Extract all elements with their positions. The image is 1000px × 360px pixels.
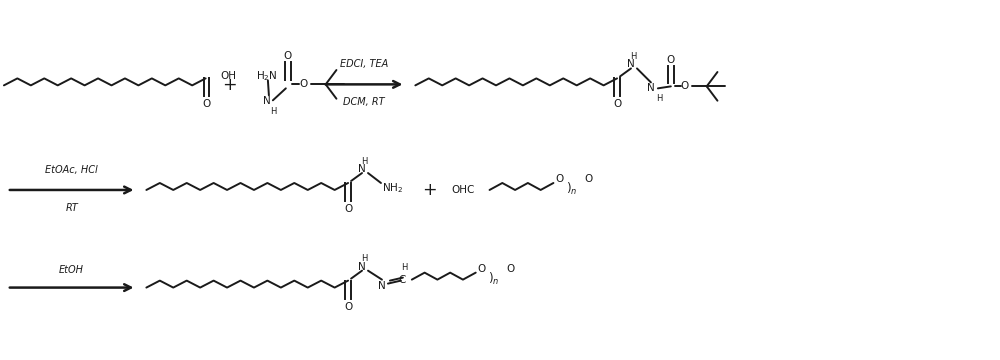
Text: OH: OH [221, 71, 237, 81]
Text: N: N [358, 262, 366, 272]
Text: O: O [584, 174, 592, 184]
Text: H: H [270, 107, 276, 116]
Text: N: N [647, 84, 655, 93]
Text: EDCI, TEA: EDCI, TEA [340, 59, 388, 69]
Text: H: H [401, 263, 407, 272]
Text: +: + [222, 76, 236, 94]
Text: O: O [344, 204, 352, 214]
Text: N: N [627, 59, 635, 69]
Text: EtOAc, HCl: EtOAc, HCl [45, 165, 98, 175]
Text: DCM, RT: DCM, RT [343, 97, 385, 107]
Text: O: O [681, 81, 689, 91]
Text: O: O [613, 99, 621, 109]
Text: N: N [358, 164, 366, 174]
Text: O: O [344, 302, 352, 311]
Text: O: O [203, 99, 211, 109]
Text: N: N [263, 96, 271, 106]
Text: O: O [478, 264, 486, 274]
Text: OHC: OHC [452, 185, 475, 195]
Text: NH$_2$: NH$_2$ [382, 181, 403, 195]
Text: )$_n$: )$_n$ [566, 181, 577, 197]
Text: O: O [300, 79, 308, 89]
Text: N: N [378, 280, 386, 291]
Text: EtOH: EtOH [59, 265, 84, 275]
Text: H: H [630, 52, 636, 61]
Text: O: O [506, 264, 515, 274]
Text: H$_2$N: H$_2$N [256, 69, 278, 83]
Text: H: H [656, 94, 662, 103]
Text: )$_n$: )$_n$ [488, 271, 499, 287]
Text: O: O [555, 174, 564, 184]
Text: O: O [667, 55, 675, 66]
Text: RT: RT [65, 203, 78, 213]
Text: H: H [361, 157, 367, 166]
Text: +: + [422, 181, 437, 199]
Text: H: H [361, 254, 367, 263]
Text: C: C [398, 275, 406, 285]
Text: O: O [284, 51, 292, 62]
